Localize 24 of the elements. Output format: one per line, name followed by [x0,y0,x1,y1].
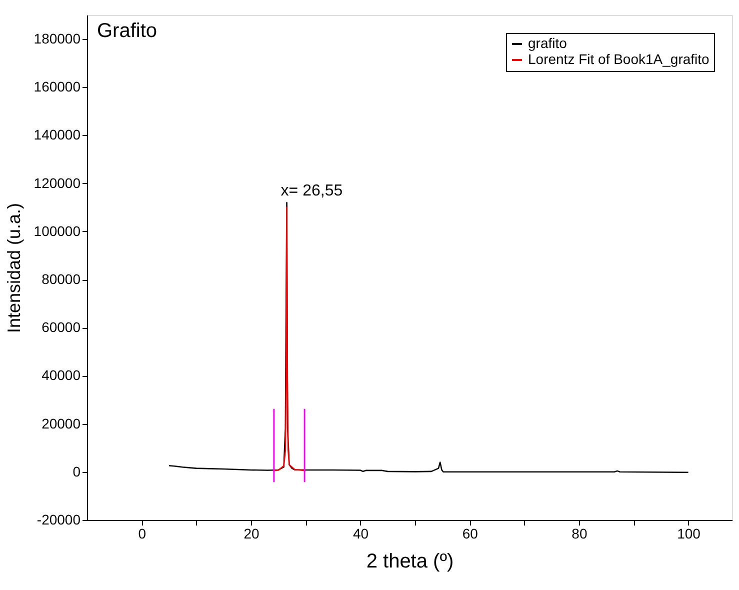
y-tick-label: 100000 [34,222,81,239]
x-tick-label: 40 [353,526,369,542]
y-tick-label: 120000 [34,174,81,191]
y-tick-label: 0 [72,463,81,480]
y-axis-title: Intensidad (u.a.) [4,202,24,334]
legend-label: Lorentz Fit of Book1A_grafito [528,51,710,67]
x-tick-label: 20 [244,526,260,542]
x-tick-label: 100 [677,526,701,542]
y-tick-label: 160000 [34,78,81,95]
x-tick-label: 80 [572,526,588,542]
y-tick-label: 140000 [34,126,81,143]
x-tick-label: 60 [462,526,478,542]
y-tick-label: 80000 [42,271,81,288]
y-tick-label: 40000 [42,367,81,384]
legend-label: grafito [528,35,568,51]
y-tick-label: -20000 [36,512,81,528]
x-tick-label: 0 [138,526,146,542]
y-tick-label: 60000 [42,319,81,336]
annotation: Grafito [97,20,158,42]
y-tick-label: 20000 [42,415,81,432]
x-axis-title: 2 theta (º) [366,550,454,572]
line-series [272,206,306,472]
annotation: x= 26,55 [280,182,343,200]
y-tick-label: 180000 [34,30,81,47]
